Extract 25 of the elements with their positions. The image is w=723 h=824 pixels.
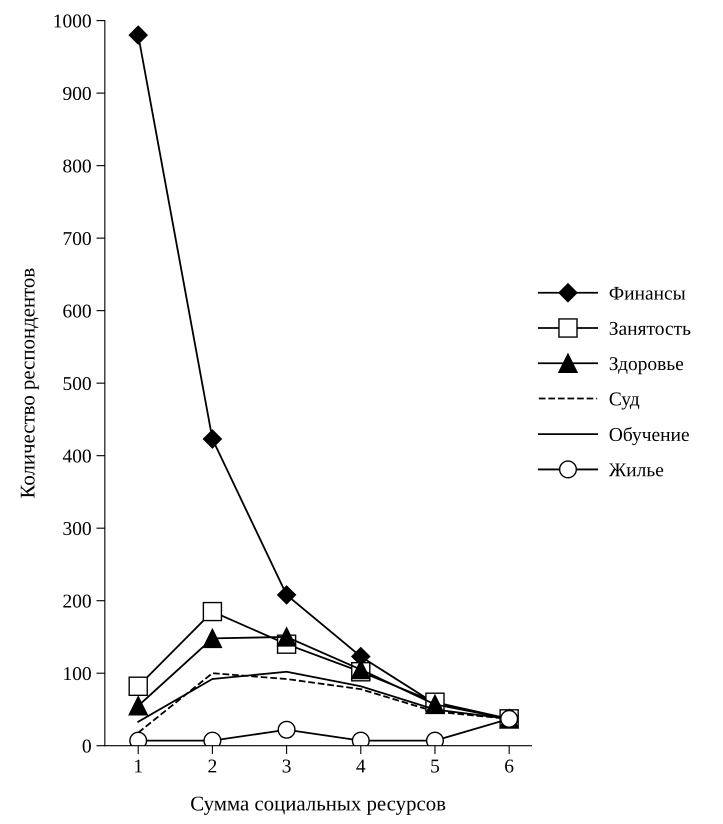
x-tick-label: 5 xyxy=(431,760,440,773)
legend-label: Здоровье xyxy=(610,357,684,374)
y-tick-label: 500 xyxy=(64,376,91,390)
y-tick-label: 600 xyxy=(63,304,91,318)
y-tick-label: 300 xyxy=(63,522,91,536)
legend-label: Жилье xyxy=(608,464,664,476)
x-tick-label: 3 xyxy=(282,760,291,773)
x-axis-title: Сумма социальных ресурсов xyxy=(191,796,446,815)
legend-label: Занятость xyxy=(610,322,690,335)
y-tick-label: 200 xyxy=(63,594,91,608)
y-tick-label: 900 xyxy=(63,86,91,100)
y-tick-label: 400 xyxy=(62,449,91,463)
y-tick-label: 800 xyxy=(63,159,91,173)
legend-label: Обучение xyxy=(610,427,689,446)
y-tick-label: 1000 xyxy=(54,14,91,28)
x-tick-label: 2 xyxy=(208,760,216,772)
y-tick-label: 0 xyxy=(82,740,91,753)
x-tick-label: 6 xyxy=(505,760,514,773)
legend-label: Суд xyxy=(610,392,640,410)
y-axis-title: Количество респондентов xyxy=(20,268,39,498)
legend-label: Финансы xyxy=(610,286,686,300)
y-tick-label: 700 xyxy=(64,232,91,246)
x-tick-label: 1 xyxy=(135,760,142,772)
y-tick-label: 100 xyxy=(64,667,91,680)
x-tick-label: 4 xyxy=(356,760,366,772)
